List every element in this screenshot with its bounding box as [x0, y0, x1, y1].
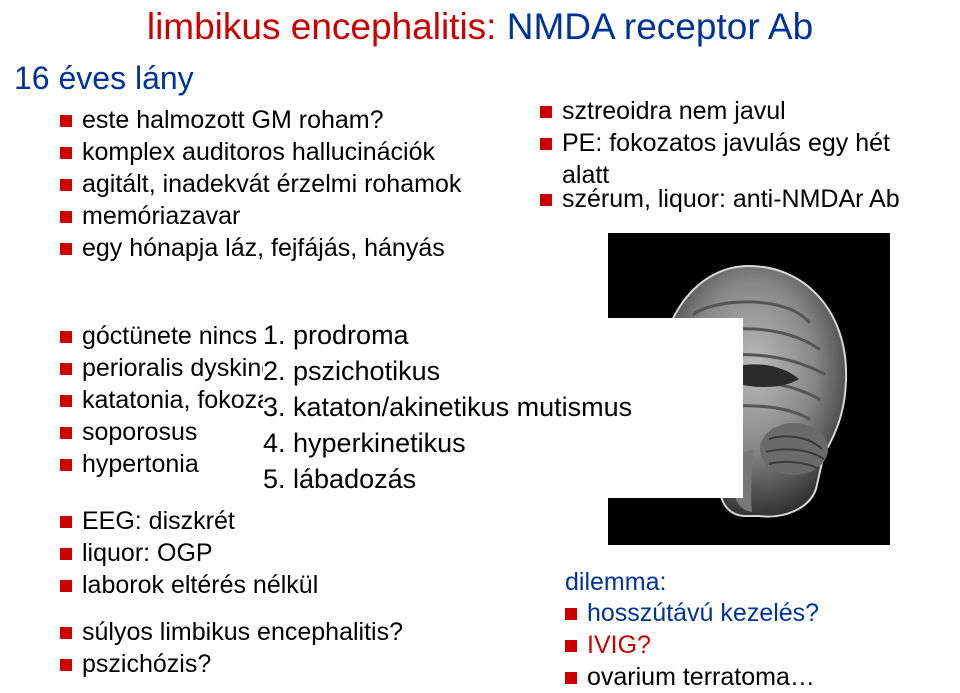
stage-item: 4. hyperkinetikus — [263, 426, 743, 462]
dilemma-item: ovarium terratoma… — [565, 661, 819, 693]
list-item: EEG: diszkrét — [60, 505, 520, 537]
list-item: komplex auditoros hallucinációk — [60, 136, 520, 168]
treatment-list: sztreoidra nem javul PE: fokozatos javul… — [540, 95, 940, 191]
list-item: este halmozott GM roham? — [60, 104, 520, 136]
stage-item: 2. pszichotikus — [263, 354, 743, 390]
dilemma-block: dilemma: hosszútávú kezelés? IVIG? ovari… — [565, 568, 819, 693]
stages-overlay: 1. prodroma 2. pszichotikus 3. kataton/a… — [263, 318, 743, 498]
list-item: súlyos limbikus encephalitis? — [60, 616, 520, 648]
list-item: pszichózis? — [60, 648, 520, 680]
list-item: egy hónapja láz, fejfájás, hányás — [60, 232, 520, 264]
dilemma-item: IVIG? — [565, 629, 819, 661]
list-item: agitált, inadekvát érzelmi rohamok — [60, 168, 520, 200]
list-item: liquor: OGP — [60, 537, 520, 569]
list-item: memóriazavar — [60, 200, 520, 232]
symptoms-list-a: este halmozott GM roham? komplex auditor… — [60, 104, 520, 264]
slide-title: limbikus encephalitis: NMDA receptor Ab — [0, 6, 960, 48]
stage-item: 3. kataton/akinetikus mutismus — [263, 390, 743, 426]
stage-item: 5. lábadozás — [263, 462, 743, 498]
questions-list: súlyos limbikus encephalitis? pszichózis… — [60, 616, 520, 680]
lab-list: szérum, liquor: anti-NMDAr Ab — [540, 183, 940, 215]
dilemma-label: dilemma: — [565, 568, 819, 597]
list-item: laborok eltérés nélkül — [60, 569, 520, 601]
dilemma-item: hosszútávú kezelés? — [565, 597, 819, 629]
stage-item: 1. prodroma — [263, 318, 743, 354]
subtitle: 16 éves lány — [14, 60, 194, 97]
findings-list: EEG: diszkrét liquor: OGP laborok eltéré… — [60, 505, 520, 601]
list-item: szérum, liquor: anti-NMDAr Ab — [540, 183, 940, 215]
title-blue: NMDA receptor Ab — [507, 6, 813, 47]
list-item: PE: fokozatos javulás egy hét alatt — [540, 127, 940, 191]
list-item: sztreoidra nem javul — [540, 95, 940, 127]
title-red: limbikus encephalitis: — [147, 6, 497, 47]
